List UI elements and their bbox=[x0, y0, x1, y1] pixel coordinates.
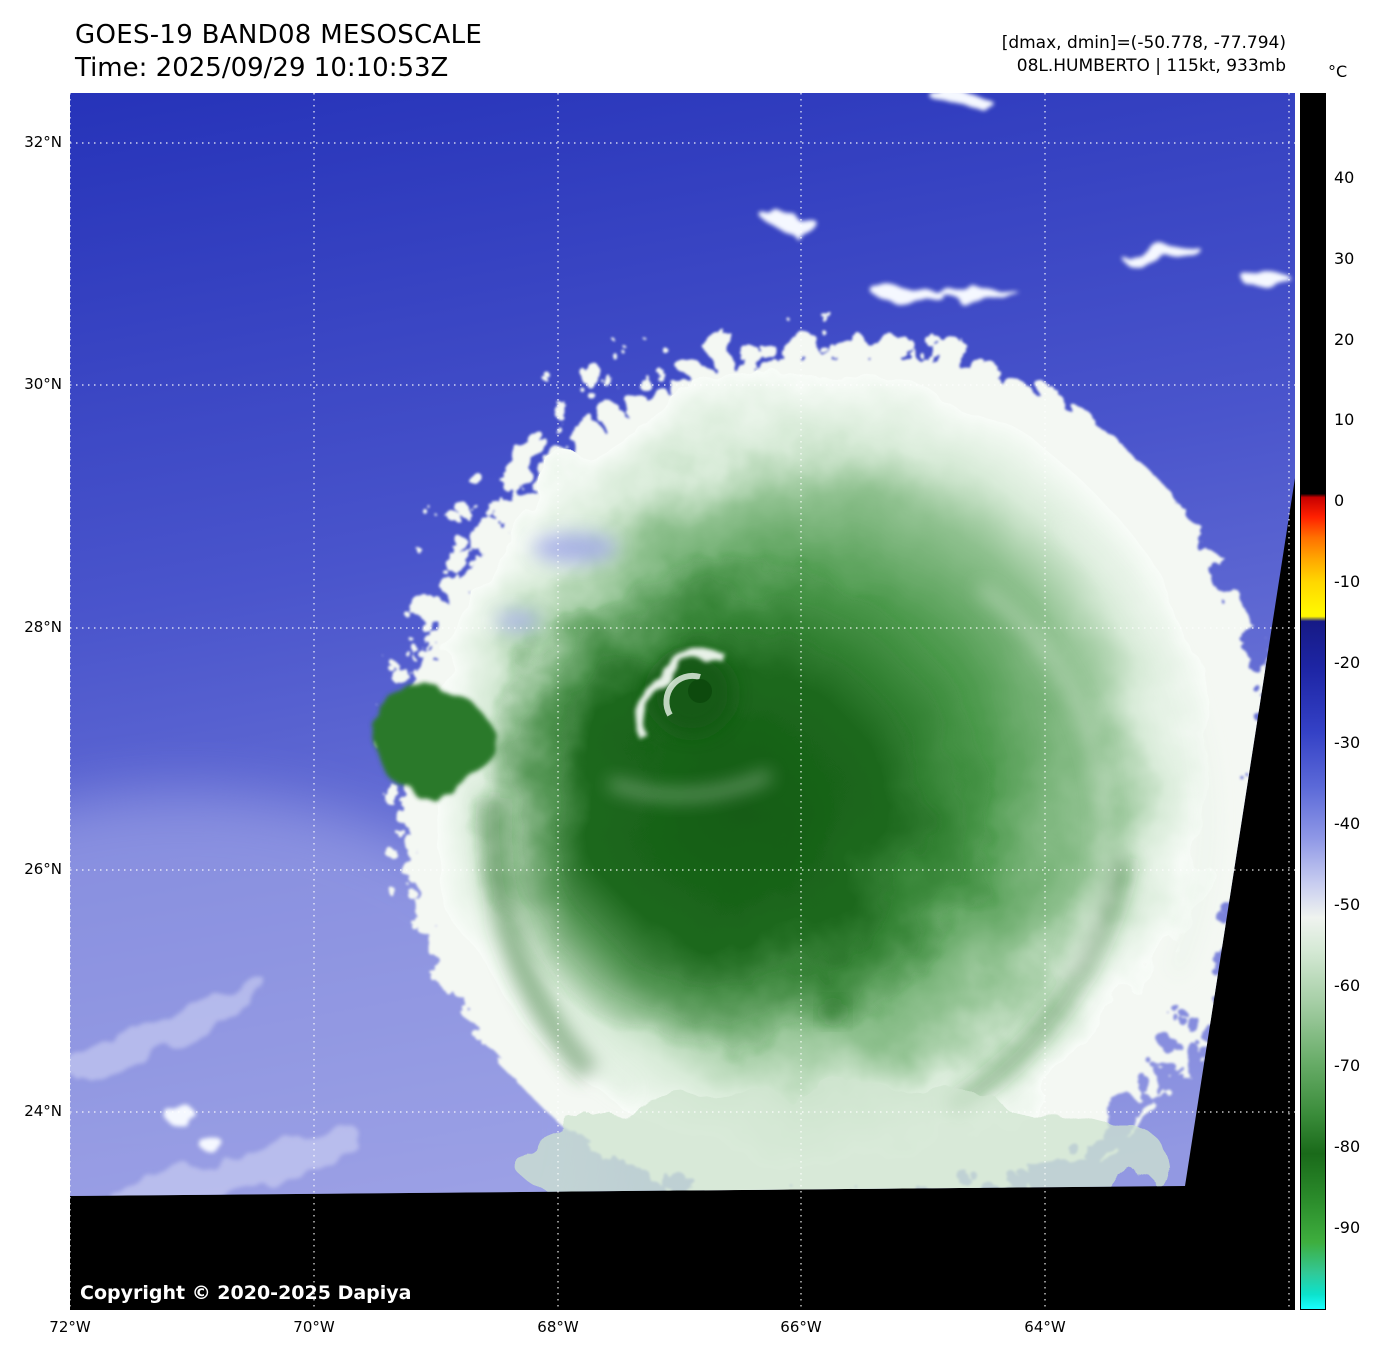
lon-tick-0: 72°W bbox=[49, 1318, 91, 1336]
lat-tick-2: 28°N bbox=[24, 618, 62, 636]
colorbar-unit-label: °C bbox=[1328, 62, 1348, 81]
image-title: GOES-19 BAND08 MESOSCALE bbox=[75, 20, 483, 50]
eye-center bbox=[688, 679, 712, 703]
high-cloud-flecks bbox=[164, 94, 1293, 1150]
eye-swirl-inner bbox=[663, 672, 701, 717]
colorbar-tick-0: 40 bbox=[1334, 168, 1355, 188]
colorbar-tick-1: 30 bbox=[1334, 248, 1355, 268]
colorbar-tick-12: -80 bbox=[1334, 1137, 1361, 1157]
colorbar-tick-13: -90 bbox=[1334, 1217, 1361, 1237]
lon-tick-1: 70°W bbox=[293, 1318, 335, 1336]
eye-swirl bbox=[640, 651, 723, 742]
hurricane-eye bbox=[640, 651, 734, 742]
satellite-data-region bbox=[70, 93, 1295, 1196]
lat-tick-1: 30°N bbox=[24, 375, 62, 393]
satellite-image bbox=[70, 93, 1295, 1310]
dmax-dmin-readout: [dmax, dmin]=(-50.778, -77.794) bbox=[1001, 33, 1286, 53]
hurricane-dense-core bbox=[470, 558, 1000, 1058]
colorbar-tick-8: -40 bbox=[1334, 814, 1361, 834]
low-cloud-streaks bbox=[70, 982, 365, 1196]
colorbar-tick-3: 10 bbox=[1334, 410, 1355, 430]
lat-tick-4: 24°N bbox=[24, 1102, 62, 1120]
image-timestamp: Time: 2025/09/29 10:10:53Z bbox=[75, 53, 449, 83]
colorbar-tick-5: -10 bbox=[1334, 571, 1361, 591]
colorbar-tick-11: -70 bbox=[1334, 1056, 1361, 1076]
west-convective-cluster bbox=[376, 685, 488, 797]
colorbar-tick-2: 20 bbox=[1334, 329, 1355, 349]
colorbar-tick-6: -20 bbox=[1334, 652, 1361, 672]
colorbar-tick-10: -60 bbox=[1334, 975, 1361, 995]
lon-tick-3: 66°W bbox=[780, 1318, 822, 1336]
colorbar bbox=[1300, 93, 1326, 1310]
overshooting-top bbox=[824, 1003, 842, 1021]
colorbar-tick-7: -30 bbox=[1334, 733, 1361, 753]
storm-info-label: 08L.HUMBERTO | 115kt, 933mb bbox=[1016, 56, 1286, 76]
lat-tick-0: 32°N bbox=[24, 133, 62, 151]
dry-slot-notches bbox=[496, 533, 617, 630]
lon-tick-4: 64°W bbox=[1024, 1318, 1066, 1336]
lat-tick-3: 26°N bbox=[24, 860, 62, 878]
copyright-label: Copyright © 2020-2025 Dapiya bbox=[80, 1282, 412, 1304]
southern-outflow bbox=[510, 1090, 1170, 1196]
grid-lines bbox=[70, 93, 1295, 1310]
colorbar-tick-4: 0 bbox=[1334, 491, 1345, 511]
spiral-bands bbox=[481, 516, 1216, 1117]
lon-tick-2: 68°W bbox=[537, 1318, 579, 1336]
map-area: Copyright © 2020-2025 Dapiya bbox=[70, 93, 1295, 1310]
colorbar-tick-9: -50 bbox=[1334, 894, 1361, 914]
